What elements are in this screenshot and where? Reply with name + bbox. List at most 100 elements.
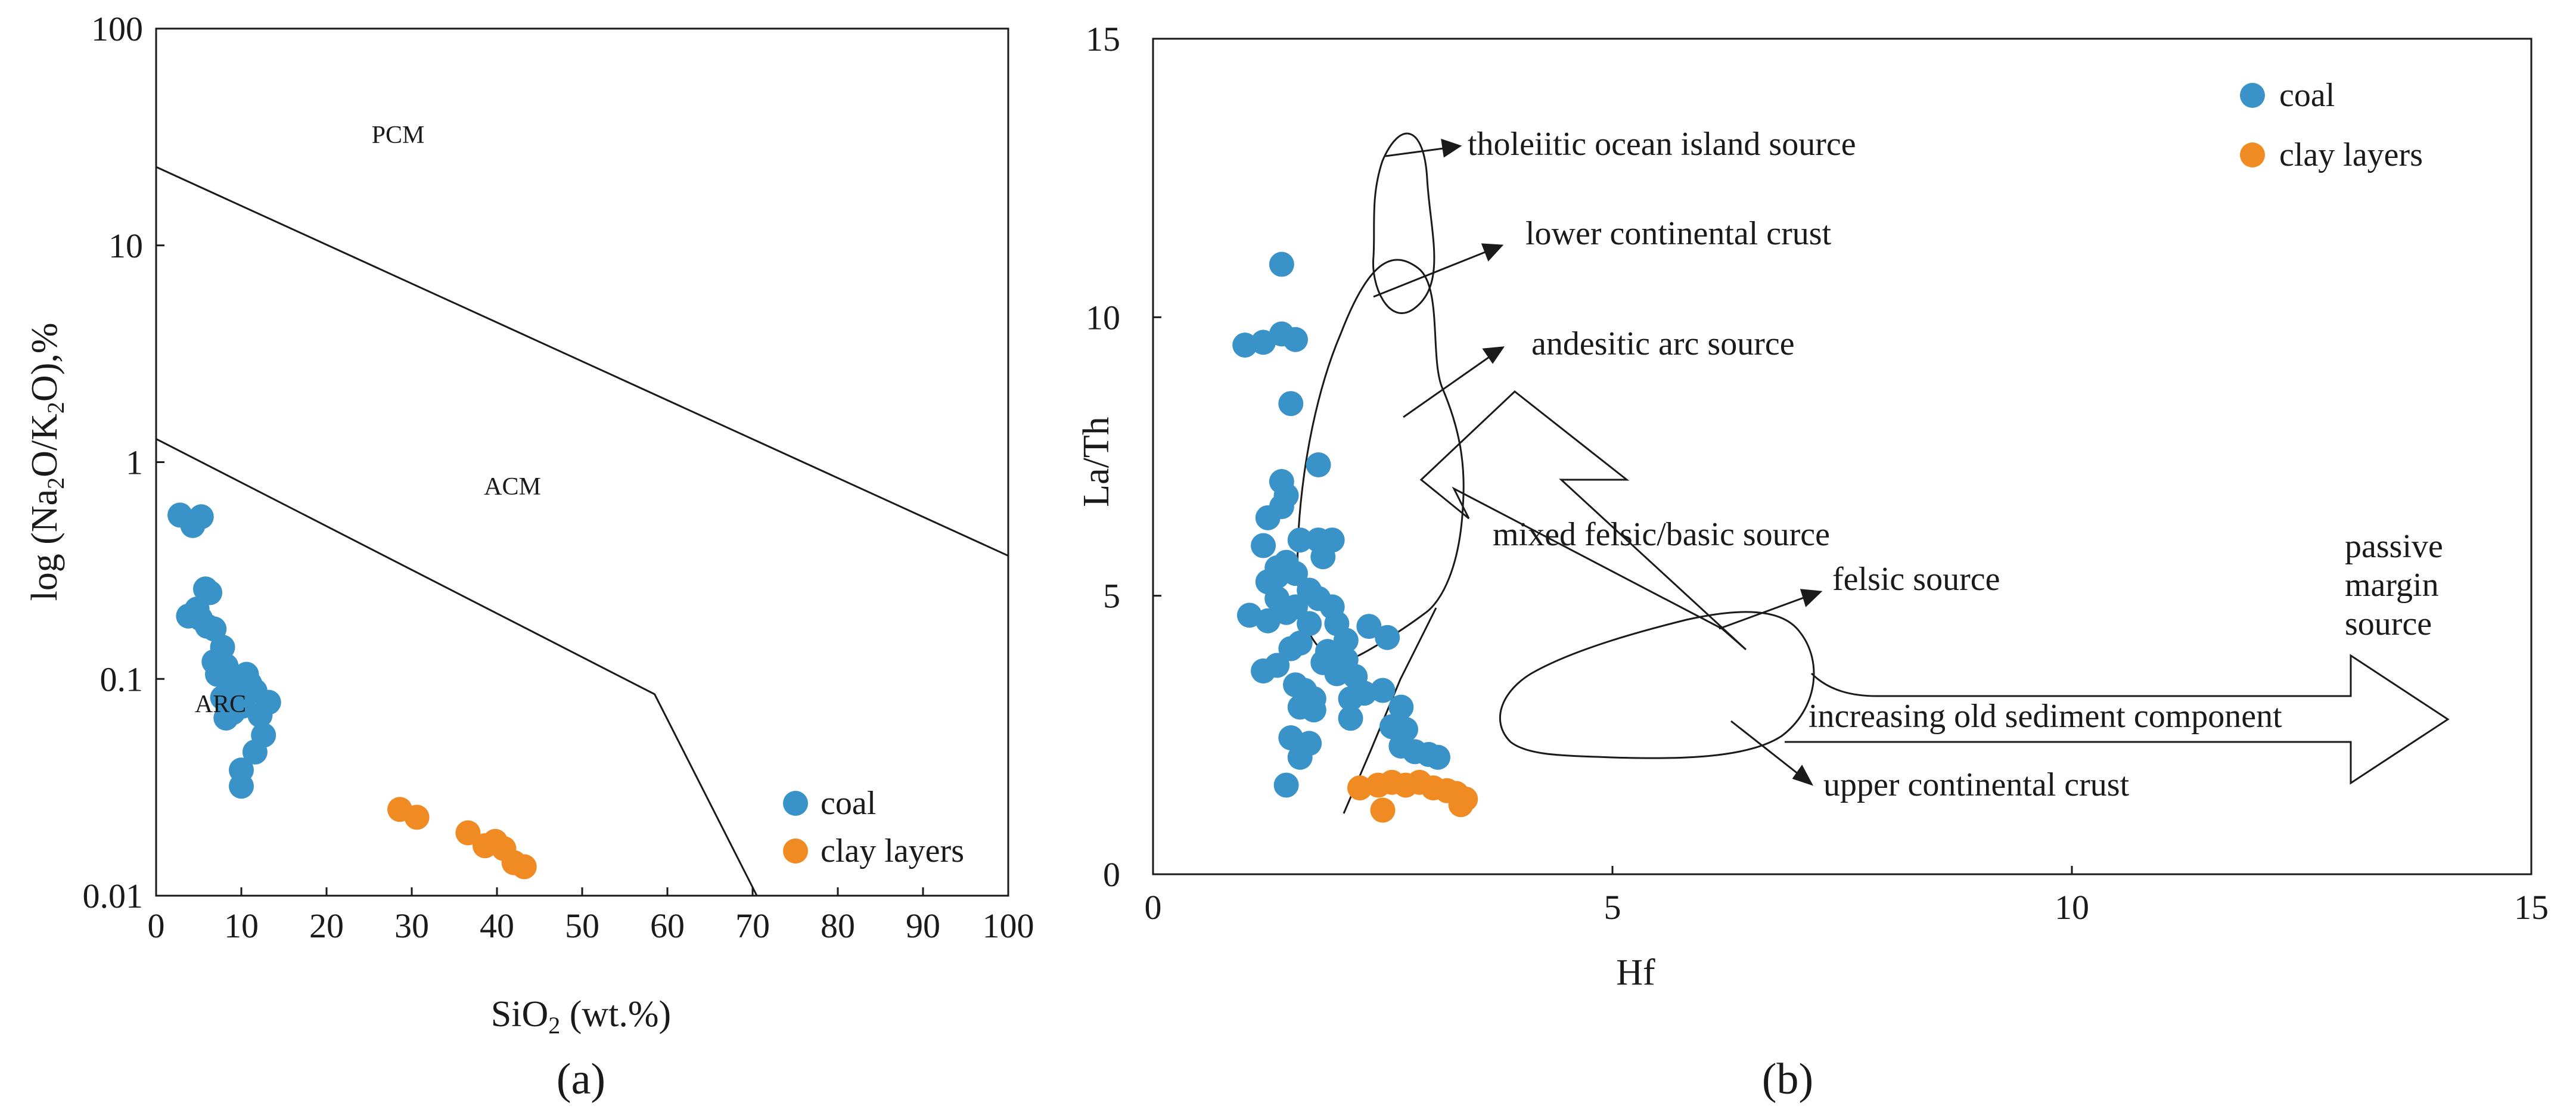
panel-b-point-coal bbox=[1278, 391, 1304, 417]
panel-b-point-coal bbox=[1283, 327, 1309, 352]
annotation-lower-continental-crust: lower continental crust bbox=[1525, 215, 1832, 252]
panel-b-point-clay-layers bbox=[1448, 792, 1474, 818]
panel-b-chart: 0 5 10 15 0 5 10 15 tholeiitic ocean island so… bbox=[1076, 20, 2549, 1104]
panel-a-y-tick-label: 100 bbox=[91, 10, 143, 48]
legend-marker-coal bbox=[783, 791, 808, 816]
panel-b-point-coal bbox=[1324, 661, 1350, 687]
panel-b-label: (b) bbox=[1762, 1055, 1813, 1104]
panel-b-point-coal bbox=[1297, 611, 1322, 636]
region-label-acm: ACM bbox=[484, 473, 541, 501]
annotation-tholeiitic: tholeiitic ocean island source bbox=[1468, 126, 1856, 163]
panel-b-point-coal bbox=[1264, 653, 1290, 678]
annotation-andesitic-arc: andesitic arc source bbox=[1531, 325, 1795, 362]
panel-a-x-tick-label: 10 bbox=[224, 906, 259, 945]
panel-b-point-coal bbox=[1283, 561, 1309, 586]
panel-b-y-tick-label: 10 bbox=[1086, 298, 1120, 337]
legend-marker-clay-layers-b bbox=[2240, 142, 2265, 167]
panel-b-point-coal bbox=[1287, 744, 1313, 770]
mixed-source-arrow bbox=[1419, 390, 1747, 651]
panel-b-point-coal bbox=[1388, 694, 1414, 720]
panel-b-x-axis-label: Hf bbox=[1616, 952, 1655, 993]
region-label-pcm: PCM bbox=[372, 122, 425, 149]
panel-b-point-coal bbox=[1287, 527, 1313, 553]
passive-margin-arrow bbox=[1785, 654, 2450, 785]
panel-b-point-coal bbox=[1338, 706, 1363, 731]
panel-b-point-coal bbox=[1283, 594, 1309, 620]
panel-b-x-tick-label: 10 bbox=[2055, 888, 2089, 927]
annotation-source: source bbox=[2345, 605, 2432, 642]
panel-b-point-coal bbox=[1333, 628, 1359, 653]
panel-a-y-tick-label: 1 bbox=[126, 443, 143, 482]
panel-a-point-coal bbox=[188, 504, 214, 530]
panel-a-point-coal bbox=[242, 739, 268, 765]
panel-b-point-coal bbox=[1351, 681, 1377, 706]
panel-a-x-tick-label: 50 bbox=[565, 906, 599, 945]
panel-b-y-tick-label: 5 bbox=[1103, 577, 1120, 616]
panel-a-x-tick-label: 60 bbox=[650, 906, 685, 945]
panel-b-point-coal bbox=[1310, 544, 1336, 570]
legend-label-clay-layers: clay layers bbox=[821, 833, 964, 869]
panel-b-point-coal bbox=[1425, 744, 1451, 770]
region-label-arc: ARC bbox=[195, 691, 246, 718]
panel-b-y-axis-label: La/Th bbox=[1076, 417, 1117, 507]
panel-a-plot-frame bbox=[155, 27, 1009, 897]
panel-a-point-coal bbox=[229, 774, 254, 799]
panel-a-point-coal bbox=[197, 580, 223, 605]
panel-a-y-tick-label: 0.01 bbox=[83, 877, 144, 915]
panel-a-x-tick-label: 40 bbox=[480, 906, 514, 945]
panel-b-point-coal bbox=[1255, 505, 1281, 530]
panel-b-x-tick-label: 5 bbox=[1604, 888, 1621, 927]
panel-b-point-coal bbox=[1251, 533, 1276, 558]
panel-a-x-tick-label: 80 bbox=[821, 906, 855, 945]
panel-a-chart: 0 10 20 30 40 50 60 70 80 90 100 0.01 0.1 1 10 100 PCM… bbox=[24, 10, 1034, 1104]
panel-a-x-tick-label: 70 bbox=[735, 906, 770, 945]
panel-b-point-coal bbox=[1306, 452, 1331, 478]
panel-a-boundary-acm-arc bbox=[156, 438, 758, 896]
panel-b-point-clay-layers bbox=[1370, 797, 1396, 823]
panel-b-point-coal bbox=[1287, 631, 1313, 656]
annotation-arrows bbox=[1373, 138, 1823, 786]
panel-b-point-coal bbox=[1301, 697, 1326, 723]
panel-a-label: (a) bbox=[557, 1055, 605, 1104]
annotation-margin: margin bbox=[2345, 567, 2439, 604]
panel-a-point-coal bbox=[256, 690, 281, 715]
panel-b-x-tick-label: 0 bbox=[1145, 888, 1162, 927]
tholeiitic-ocean-island-field bbox=[1372, 132, 1435, 315]
panel-b-point-coal bbox=[1375, 625, 1400, 650]
panel-b-y-tick-label: 15 bbox=[1086, 20, 1120, 58]
panel-b-y-tick-label: 0 bbox=[1103, 855, 1120, 894]
annotation-passive: passive bbox=[2345, 528, 2443, 565]
panel-a-legend: coal clay layers bbox=[783, 785, 964, 869]
panel-b-point-clay-layers bbox=[1347, 775, 1372, 801]
panel-a-x-tick-label: 30 bbox=[394, 906, 429, 945]
legend-label-clay-layers-b: clay layers bbox=[2279, 136, 2423, 173]
legend-label-coal-b: coal bbox=[2279, 77, 2335, 114]
panel-b-point-coal bbox=[1356, 614, 1382, 639]
panel-a-y-axis-label: log (Na2O/K2O),% bbox=[24, 322, 69, 601]
panel-a-x-tick-label: 0 bbox=[148, 906, 165, 945]
annotation-mixed-felsic-basic: mixed felsic/basic source bbox=[1493, 516, 1830, 553]
panel-a-point-clay-layers bbox=[455, 820, 481, 846]
felsic-source-field bbox=[1499, 611, 1815, 759]
annotation-upper-continental-crust: upper continental crust bbox=[1823, 766, 2130, 803]
panel-b-point-coal bbox=[1273, 772, 1299, 798]
annotation-felsic-source: felsic source bbox=[1832, 561, 2000, 598]
panel-a-x-tick-label: 100 bbox=[983, 906, 1034, 945]
panel-a-x-tick-label: 20 bbox=[309, 906, 344, 945]
panel-b-point-coal bbox=[1370, 678, 1396, 703]
panel-a-x-tick-label: 90 bbox=[906, 906, 940, 945]
legend-marker-clay-layers bbox=[783, 838, 808, 864]
panel-b-point-coal bbox=[1269, 251, 1294, 277]
panel-a-x-axis-label: SiO2 (wt.%) bbox=[491, 994, 671, 1039]
panel-a-y-tick-label: 10 bbox=[108, 226, 143, 265]
panel-a-point-clay-layers bbox=[511, 854, 537, 880]
annotation-increasing-old-sediment: increasing old sediment component bbox=[1809, 698, 2282, 735]
panel-a-y-tick-label: 0.1 bbox=[100, 660, 144, 698]
legend-label-coal: coal bbox=[821, 785, 876, 822]
legend-marker-coal-b bbox=[2240, 83, 2265, 108]
panel-b-x-tick-label: 15 bbox=[2514, 888, 2549, 927]
panel-b-plot-frame bbox=[1152, 38, 2533, 875]
panel-b-point-coal bbox=[1232, 333, 1258, 358]
panel-a-boundary-pcm-acm bbox=[156, 166, 1009, 557]
